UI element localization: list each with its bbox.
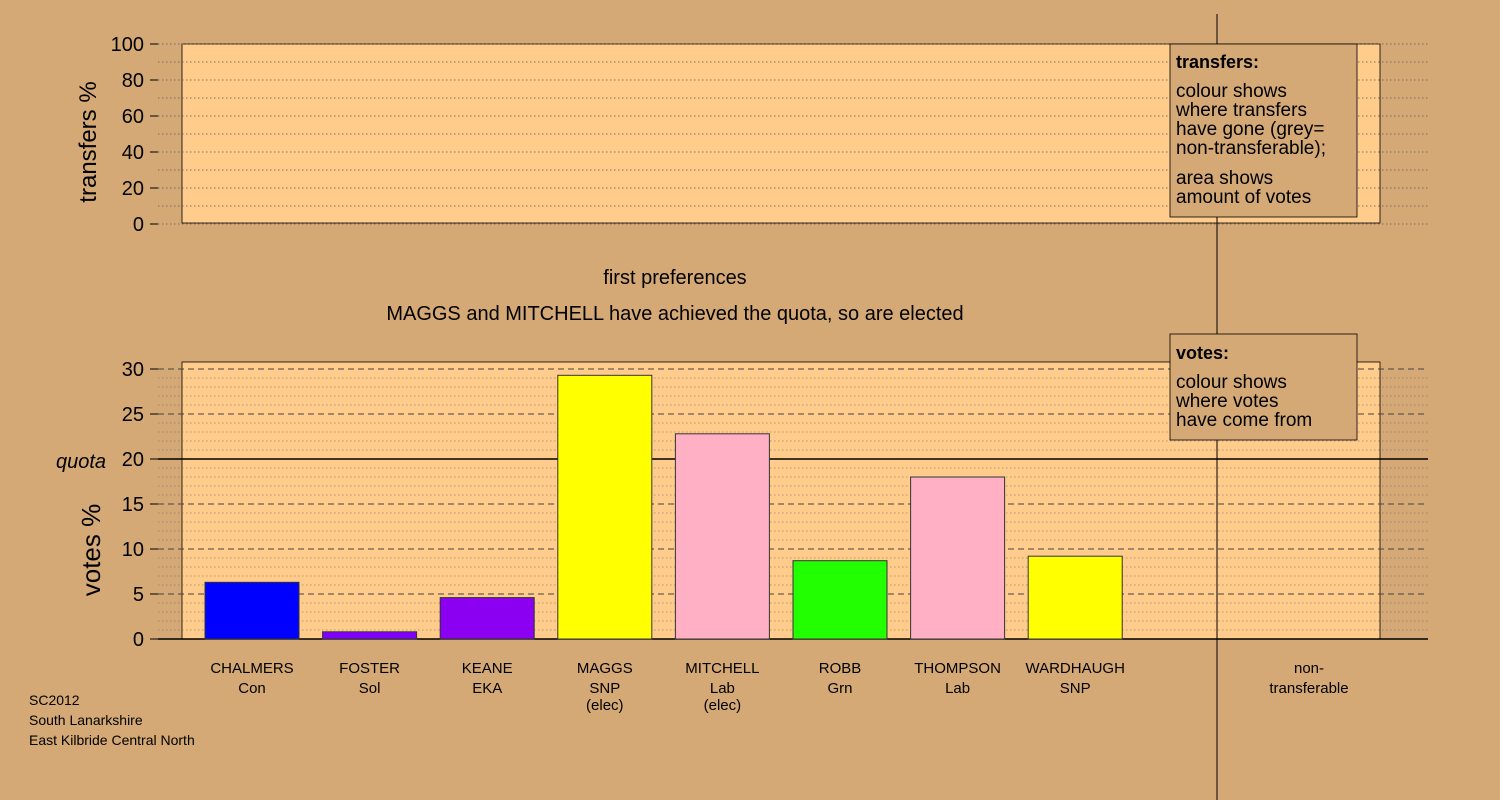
vote-bar-maggs bbox=[557, 374, 653, 640]
candidate-party-label: SNP bbox=[1060, 680, 1091, 697]
candidate-status-label: (elec) bbox=[704, 697, 742, 714]
transfers-legend-line: where transfers bbox=[1175, 100, 1307, 121]
candidate-party-label: Sol bbox=[359, 680, 381, 697]
footer-ward: East Kilbride Central North bbox=[29, 732, 195, 748]
transfers-legend-line: colour shows bbox=[1176, 81, 1287, 102]
candidate-name-label: MAGGS bbox=[577, 660, 633, 677]
vote-bar-robb bbox=[792, 560, 888, 640]
non-transferable-label: non- bbox=[1294, 660, 1324, 677]
footer-council: South Lanarkshire bbox=[29, 712, 143, 728]
candidate-name-label: THOMPSON bbox=[914, 660, 1001, 677]
candidate-party-label: Con bbox=[238, 680, 266, 697]
transfers-legend-line: have gone (grey= bbox=[1176, 119, 1324, 140]
candidate-name-label: MITCHELL bbox=[685, 660, 759, 677]
votes-x-axis-labels: CHALMERSConFOSTERSolKEANEEKAMAGGSSNP(ele… bbox=[210, 660, 1348, 714]
candidate-name-label: KEANE bbox=[462, 660, 513, 677]
transfers-legend-line: area shows bbox=[1176, 168, 1273, 189]
votes-y-tick-label: 30 bbox=[122, 359, 144, 381]
votes-y-tick-label: 20 bbox=[122, 449, 144, 471]
transfers-y-tick-label: 80 bbox=[122, 70, 144, 92]
footer-election: SC2012 bbox=[29, 692, 80, 708]
votes-y-tick-label: 25 bbox=[122, 404, 144, 426]
votes-legend-line: colour shows bbox=[1176, 372, 1287, 393]
candidate-status-label: (elec) bbox=[586, 697, 624, 714]
candidate-name-label: FOSTER bbox=[339, 660, 400, 677]
votes-y-tick-label: 5 bbox=[133, 584, 144, 606]
vote-bar-mitchell bbox=[674, 433, 770, 640]
transfers-legend-title: transfers: bbox=[1176, 52, 1259, 72]
votes-y-tick-label: 15 bbox=[122, 494, 144, 516]
transfers-y-tick-label: 40 bbox=[122, 142, 144, 164]
votes-y-axis: 0 5 10 15 20 25 30 bbox=[122, 359, 158, 651]
votes-legend-line: have come from bbox=[1176, 410, 1312, 431]
transfers-y-tick-label: 60 bbox=[122, 106, 144, 128]
votes-legend: votes: colour shows where votes have com… bbox=[1169, 333, 1358, 441]
vote-bar-thompson bbox=[910, 476, 1006, 640]
transfers-legend: transfers: colour shows where transfers … bbox=[1169, 43, 1358, 218]
transfers-y-tick-label: 0 bbox=[133, 214, 144, 236]
transfers-y-tick-label: 100 bbox=[111, 34, 144, 56]
quota-label: quota bbox=[56, 451, 106, 473]
status-message: MAGGS and MITCHELL have achieved the quo… bbox=[386, 303, 963, 325]
candidate-party-label: SNP bbox=[589, 680, 620, 697]
votes-legend-title: votes: bbox=[1176, 343, 1229, 363]
candidate-party-label: Lab bbox=[945, 680, 970, 697]
candidate-party-label: Grn bbox=[827, 680, 852, 697]
vote-bar-chalmers bbox=[204, 581, 300, 640]
transfers-legend-box bbox=[1169, 43, 1358, 218]
vote-bar-wardhaugh bbox=[1027, 555, 1123, 640]
stage-title: first preferences bbox=[603, 267, 746, 289]
transfers-y-axis: 0 20 40 60 80 100 bbox=[111, 34, 158, 236]
transfers-y-axis-label: transfers % bbox=[75, 81, 102, 202]
candidate-name-label: WARDHAUGH bbox=[1025, 660, 1124, 677]
votes-y-tick-label: 0 bbox=[133, 629, 144, 651]
votes-bars bbox=[204, 374, 1123, 640]
transfers-legend-line: non-transferable); bbox=[1176, 138, 1326, 159]
candidate-party-label: Lab bbox=[710, 680, 735, 697]
vote-bar-keane bbox=[439, 597, 535, 640]
candidate-name-label: CHALMERS bbox=[210, 660, 293, 677]
votes-legend-box bbox=[1169, 333, 1358, 441]
transfers-y-tick-label: 20 bbox=[122, 178, 144, 200]
candidate-name-label: ROBB bbox=[819, 660, 862, 677]
votes-legend-line: where votes bbox=[1175, 391, 1278, 412]
votes-y-axis-label: votes % bbox=[76, 504, 106, 597]
footer-info: SC2012 South Lanarkshire East Kilbride C… bbox=[29, 692, 195, 748]
transfers-legend-line: amount of votes bbox=[1176, 187, 1311, 208]
candidate-party-label: EKA bbox=[472, 680, 502, 697]
vote-bar-foster bbox=[322, 631, 418, 640]
non-transferable-label: transferable bbox=[1269, 680, 1348, 697]
votes-y-tick-label: 10 bbox=[122, 539, 144, 561]
